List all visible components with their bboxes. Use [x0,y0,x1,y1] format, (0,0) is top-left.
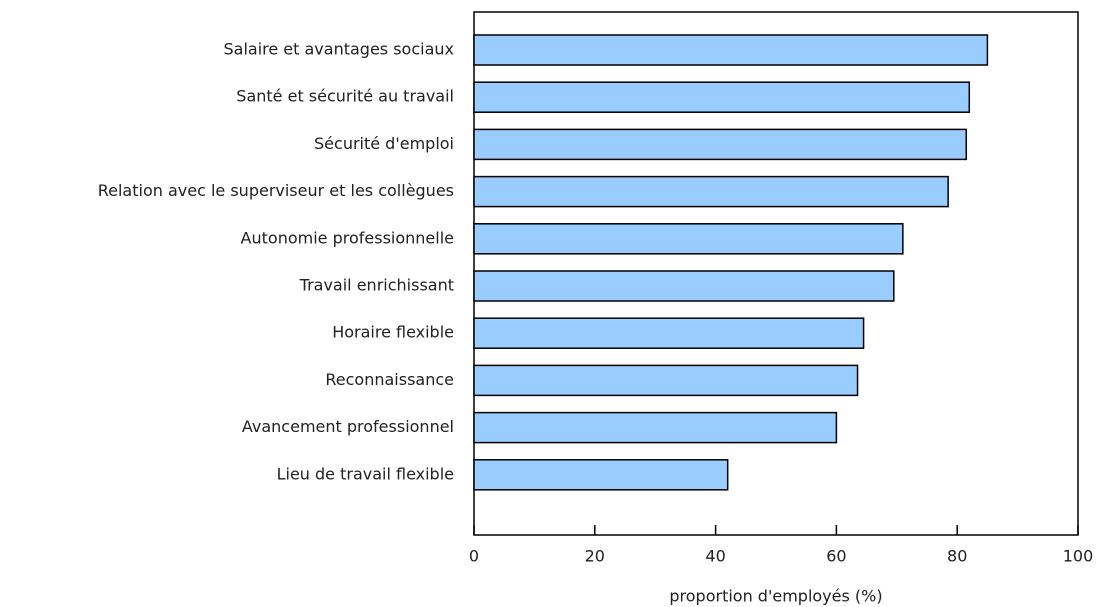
y-tick-label: Relation avec le superviseur et les coll… [98,181,454,200]
y-tick-label: Salaire et avantages sociaux [223,40,454,59]
x-tick-label: 100 [1063,547,1094,566]
bar [473,223,904,255]
x-tick-label: 60 [826,547,846,566]
y-tick-label: Travail enrichissant [299,276,454,295]
bar [473,175,949,208]
x-tick-label: 20 [585,547,605,566]
bar [473,128,968,161]
y-tick-label: Reconnaissance [325,370,454,389]
bar [473,81,971,113]
bar [473,317,865,349]
bar [473,411,838,444]
y-tick-label: Santé et sécurité au travail [236,87,454,106]
x-tick-label: 40 [705,547,725,566]
y-tick-label: Horaire flexible [332,323,454,342]
bar [473,364,859,397]
x-axis-label: proportion d'employés (%) [669,587,882,606]
bar [473,459,729,491]
y-tick-label: Avancement professionnel [242,417,454,436]
y-tick-label: Lieu de travail flexible [277,464,454,483]
y-tick-label: Sécurité d'emploi [314,134,454,153]
bar [473,34,989,66]
y-tick-label: Autonomie professionnelle [241,228,454,247]
x-tick-label: 0 [469,547,479,566]
x-tick-label: 80 [947,547,967,566]
bar [473,270,895,302]
